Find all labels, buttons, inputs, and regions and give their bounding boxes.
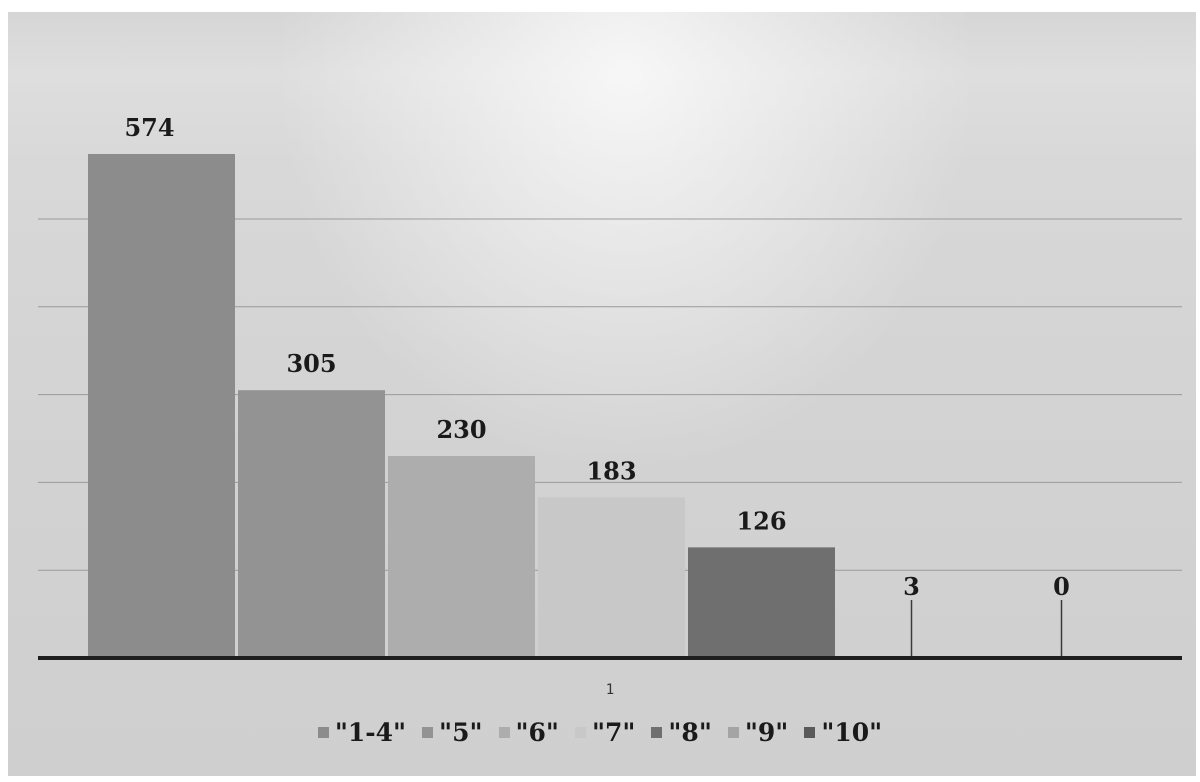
legend-label-6: "9": [744, 718, 789, 747]
legend-item-6: "9": [727, 718, 789, 747]
bar-1: [88, 154, 235, 658]
bar-3: [388, 456, 535, 658]
data-label-6: 3: [903, 572, 920, 601]
x-tick-label: 1: [606, 682, 614, 698]
data-label-1: 574: [124, 113, 174, 142]
legend-item-1: "1-4": [317, 718, 407, 747]
legend-swatch-3: [498, 727, 510, 738]
legend-item-4: "7": [574, 718, 636, 747]
bars: [88, 154, 1063, 658]
legend-label-4: "7": [591, 718, 636, 747]
data-label-3: 230: [436, 415, 486, 444]
data-label-5: 126: [736, 506, 786, 535]
legend-label-1: "1-4": [334, 718, 407, 747]
legend-item-5: "8": [651, 718, 712, 747]
legend-item-2: "5": [422, 718, 483, 747]
legend-item-7: "10": [804, 718, 882, 747]
data-labels: 574 305 230 183 126 3 0: [124, 113, 1069, 601]
bar-5: [688, 547, 835, 658]
legend-label-3: "6": [515, 718, 559, 747]
legend-swatch-5: [651, 727, 663, 738]
legend-swatch-2: [422, 727, 434, 738]
data-label-2: 305: [286, 349, 336, 378]
legend-swatch-7: [804, 727, 816, 738]
legend-label-5: "8": [668, 718, 712, 747]
legend-swatch-4: [574, 727, 586, 738]
bar-4: [538, 497, 685, 658]
legend-label-7: "10": [821, 718, 883, 747]
legend-swatch-1: [317, 727, 329, 738]
data-label-7: 0: [1053, 572, 1070, 601]
legend-item-3: "6": [498, 718, 559, 747]
data-label-4: 183: [586, 456, 636, 485]
legend: "1-4" "5" "6" "7" "8" "9" "10": [0, 718, 1200, 747]
legend-swatch-6: [727, 727, 739, 738]
legend-label-2: "5": [439, 718, 483, 747]
bar-2: [238, 390, 385, 658]
